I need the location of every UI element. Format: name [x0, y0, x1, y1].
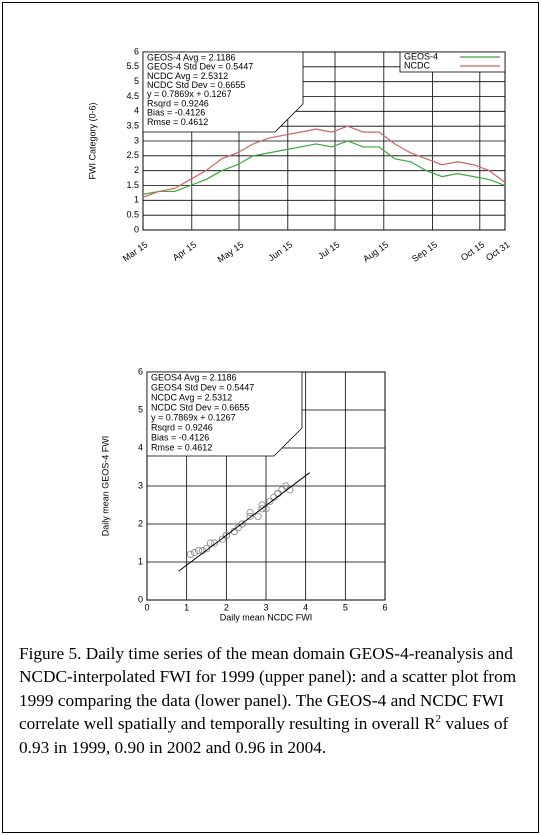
legend-label: NCDC: [404, 60, 430, 70]
y-tick-label: 5: [134, 76, 139, 86]
x-tick-label: 6: [382, 602, 387, 612]
y-tick-label: 2: [138, 518, 143, 528]
y-tick-label: 5: [138, 404, 143, 414]
stats-box: [146, 371, 303, 457]
stats-line: GEOS-4 Std Dev = 0.5447: [147, 62, 253, 72]
caption-text: Figure 5. Daily time series of the mean …: [19, 644, 517, 734]
x-tick-label: Mar 15: [121, 239, 150, 263]
x-tick-label: 4: [303, 602, 308, 612]
y-tick-label: 2: [134, 165, 139, 175]
scatter-point: [258, 505, 266, 513]
stats-line: GEOS4 Std Dev = 0.5447: [151, 382, 254, 392]
series-line: [142, 125, 506, 198]
stats-line: NCDC Std Dev = 0.6655: [147, 80, 245, 90]
y-tick-label: 3: [134, 135, 139, 145]
stats-line: Rsqrd = 0.9246: [151, 422, 213, 432]
y-tick-label: 0.5: [126, 210, 139, 220]
x-tick-label: Oct 31: [484, 239, 511, 262]
y-tick-label: 1: [134, 195, 139, 205]
scatter-point: [266, 497, 274, 505]
y-tick-label: 3.5: [126, 121, 139, 131]
scatter-point: [274, 489, 282, 498]
scatter-point: [246, 508, 254, 517]
stats-line: Bias = -0.4126: [151, 432, 209, 442]
y-tick-label: 4: [134, 106, 139, 116]
stats-line: y = 0.7869x + 0.1267: [147, 89, 232, 99]
plot-frame: [142, 51, 506, 231]
stats-line: Rmse = 0.4612: [151, 442, 212, 452]
scatter-point: [246, 512, 254, 521]
stats-line: GEOS4 Avg = 2.1186: [151, 372, 236, 382]
scatter-point: [282, 482, 290, 490]
caption-text: values of 0.93 in 1999, 0.90 in 2002 and…: [19, 714, 509, 757]
x-tick-label: Aug 15: [361, 239, 390, 264]
caption-sup: 2: [435, 713, 442, 726]
y-axis-label: FWI Category (0-6): [87, 102, 97, 179]
scatter-point: [238, 520, 246, 528]
scatter-point: [191, 548, 199, 557]
x-tick-label: Oct 15: [459, 239, 486, 262]
stats-line: NCDC Std Dev = 0.6655: [151, 402, 249, 412]
x-tick-label: Jul 15: [316, 239, 341, 261]
y-tick-label: 1: [138, 556, 143, 566]
scatter-point: [206, 539, 215, 547]
stats-line: y = 0.7869x + 0.1267: [151, 412, 236, 422]
x-tick-label: 2: [224, 602, 229, 612]
y-tick-label: 1.5: [126, 180, 139, 190]
x-tick-label: 5: [343, 602, 348, 612]
scatter-point: [187, 550, 195, 559]
y-tick-label: 0: [138, 594, 143, 604]
x-tick-label: May 15: [216, 239, 246, 264]
x-tick-label: 3: [263, 602, 268, 612]
y-tick-label: 3: [138, 480, 143, 490]
x-tick-label: Apr 15: [171, 239, 198, 262]
y-tick-label: 6: [138, 366, 143, 376]
stats-box: [142, 51, 304, 133]
legend-label: GEOS-4: [404, 51, 438, 61]
scatter-point: [194, 546, 203, 555]
caption: Figure 5. Daily time series of the mean …: [19, 642, 524, 759]
y-tick-label: 2.5: [126, 150, 139, 160]
stats-line: Rmse = 0.4612: [147, 117, 208, 127]
fit-line: [178, 472, 310, 572]
x-tick-label: Sep 15: [410, 239, 439, 264]
y-tick-label: 5.5: [126, 61, 139, 71]
scatter-point: [218, 535, 226, 543]
scatter-point: [234, 524, 242, 532]
stats-line: NCDC Avg = 2.5312: [147, 71, 228, 81]
y-tick-label: 6: [134, 46, 139, 56]
y-tick-label: 4: [138, 442, 143, 452]
x-axis-label: Daily mean NCDC FWI: [220, 612, 313, 622]
scatter-point: [202, 545, 211, 553]
stats-line: Bias = -0.4126: [147, 108, 205, 118]
x-tick-label: 0: [144, 602, 149, 612]
stats-line: Rsqrd = 0.9246: [147, 98, 209, 108]
scatter-point: [254, 512, 262, 521]
stats-line: NCDC Avg = 2.5312: [151, 392, 232, 402]
y-tick-label: 0: [134, 224, 139, 234]
series-line: [142, 140, 506, 195]
y-axis-label: Daily mean GEOS-4 FWI: [100, 436, 110, 537]
y-tick-label: 4.5: [126, 91, 139, 101]
scatter-point: [210, 539, 219, 547]
x-tick-label: Jun 15: [266, 239, 294, 263]
x-tick-label: 1: [184, 602, 189, 612]
stats-line: GEOS-4 Avg = 2.1186: [147, 52, 235, 62]
scatter-point: [222, 531, 230, 540]
